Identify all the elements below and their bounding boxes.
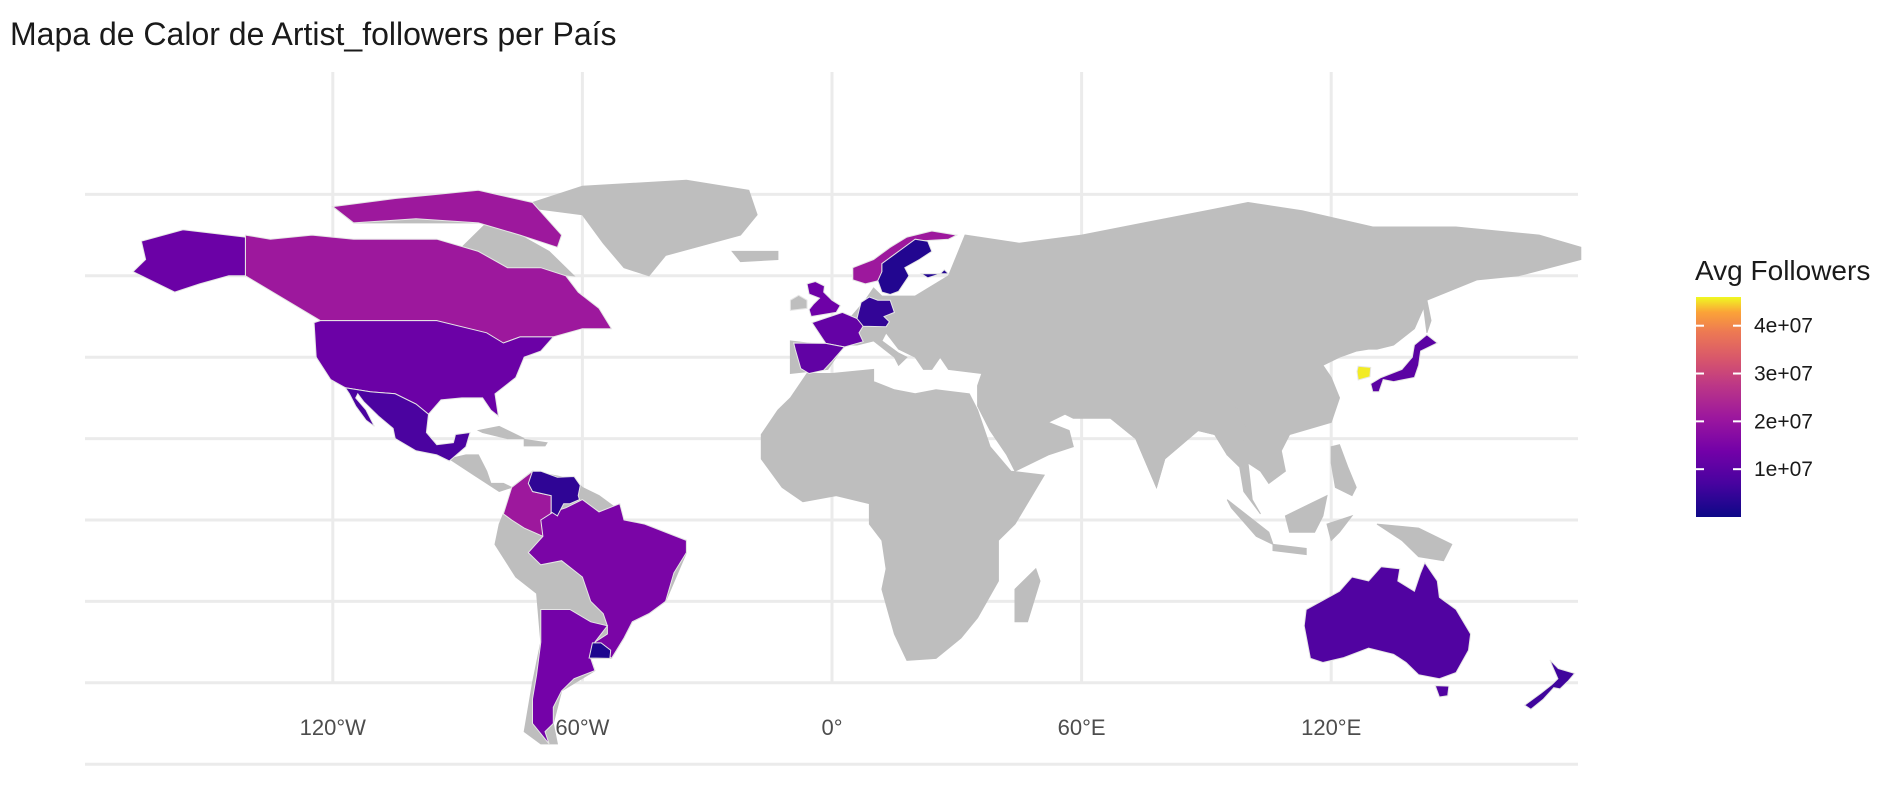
country-shape (806, 280, 841, 318)
legend-tick-label: 4e+07 (1754, 315, 1813, 338)
country-venezuela (527, 470, 581, 517)
country-brazil (527, 499, 687, 660)
country-shape (532, 609, 609, 745)
country-shape (1434, 685, 1450, 698)
country-japan (1370, 334, 1439, 393)
country-shape (1356, 365, 1372, 381)
land-shape (1422, 299, 1432, 333)
country-shape (527, 499, 687, 660)
country-united-states (132, 229, 555, 418)
country-argentina (532, 609, 609, 745)
land-shape (731, 250, 779, 263)
country-united-kingdom (806, 280, 841, 318)
land-shape (1226, 499, 1274, 546)
land-shape (1284, 494, 1328, 533)
chart-title: Mapa de Calor de Artist_followers per Pa… (10, 16, 617, 52)
country-fills (132, 189, 1576, 745)
legend-ticks: 1e+07 2e+07 3e+07 4e+07 (1696, 315, 1813, 481)
country-shape (588, 642, 612, 659)
color-legend: Avg Followers 1e+07 2e+07 3e+07 4e+07 (1695, 255, 1870, 517)
country-shape (527, 470, 581, 517)
legend-colorbar (1696, 297, 1741, 517)
legend-tick-label: 2e+07 (1754, 410, 1813, 433)
country-germany (856, 296, 896, 328)
land-shape (448, 454, 514, 493)
land-shape (1326, 514, 1354, 542)
country-sweden (877, 238, 933, 296)
land-shape (519, 179, 758, 277)
country-new-zealand (1523, 659, 1576, 710)
country-shape (793, 342, 846, 375)
country-shape (877, 238, 933, 296)
country-shape (331, 189, 563, 248)
country-shape (856, 296, 896, 328)
country-mexico (344, 387, 471, 462)
country-uruguay (588, 642, 612, 659)
land-shape (476, 425, 525, 440)
land-shape (1376, 523, 1453, 562)
country-shape (132, 229, 246, 293)
land-masses (331, 179, 1582, 745)
legend-tick-label: 3e+07 (1754, 363, 1813, 386)
land-shape (789, 294, 808, 311)
land-shape (1272, 543, 1307, 556)
land-shape (523, 438, 548, 447)
country-finland (919, 268, 950, 279)
country-shape (1523, 659, 1576, 710)
country-shape (919, 268, 950, 279)
country-south-korea (1356, 365, 1372, 381)
land-shape (1110, 364, 1249, 489)
country-shape (1303, 561, 1472, 680)
country-spain (793, 342, 846, 375)
x-tick-label: 120°W (300, 715, 367, 740)
x-tick-label: 0° (821, 715, 842, 740)
country-shape (1370, 334, 1439, 393)
country-shape (344, 387, 471, 462)
legend-title: Avg Followers (1695, 255, 1870, 286)
land-shape (789, 201, 1582, 515)
land-shape (1014, 567, 1041, 623)
legend-tick-label: 1e+07 (1754, 458, 1813, 481)
x-tick-label: 60°E (1058, 715, 1106, 740)
land-shape (760, 368, 1046, 661)
x-axis-ticks: 120°W 60°W 0° 60°E 120°E (300, 715, 1362, 740)
country-australia (1303, 561, 1472, 698)
x-tick-label: 60°W (555, 715, 609, 740)
x-tick-label: 120°E (1301, 715, 1361, 740)
land-shape (1330, 444, 1357, 497)
